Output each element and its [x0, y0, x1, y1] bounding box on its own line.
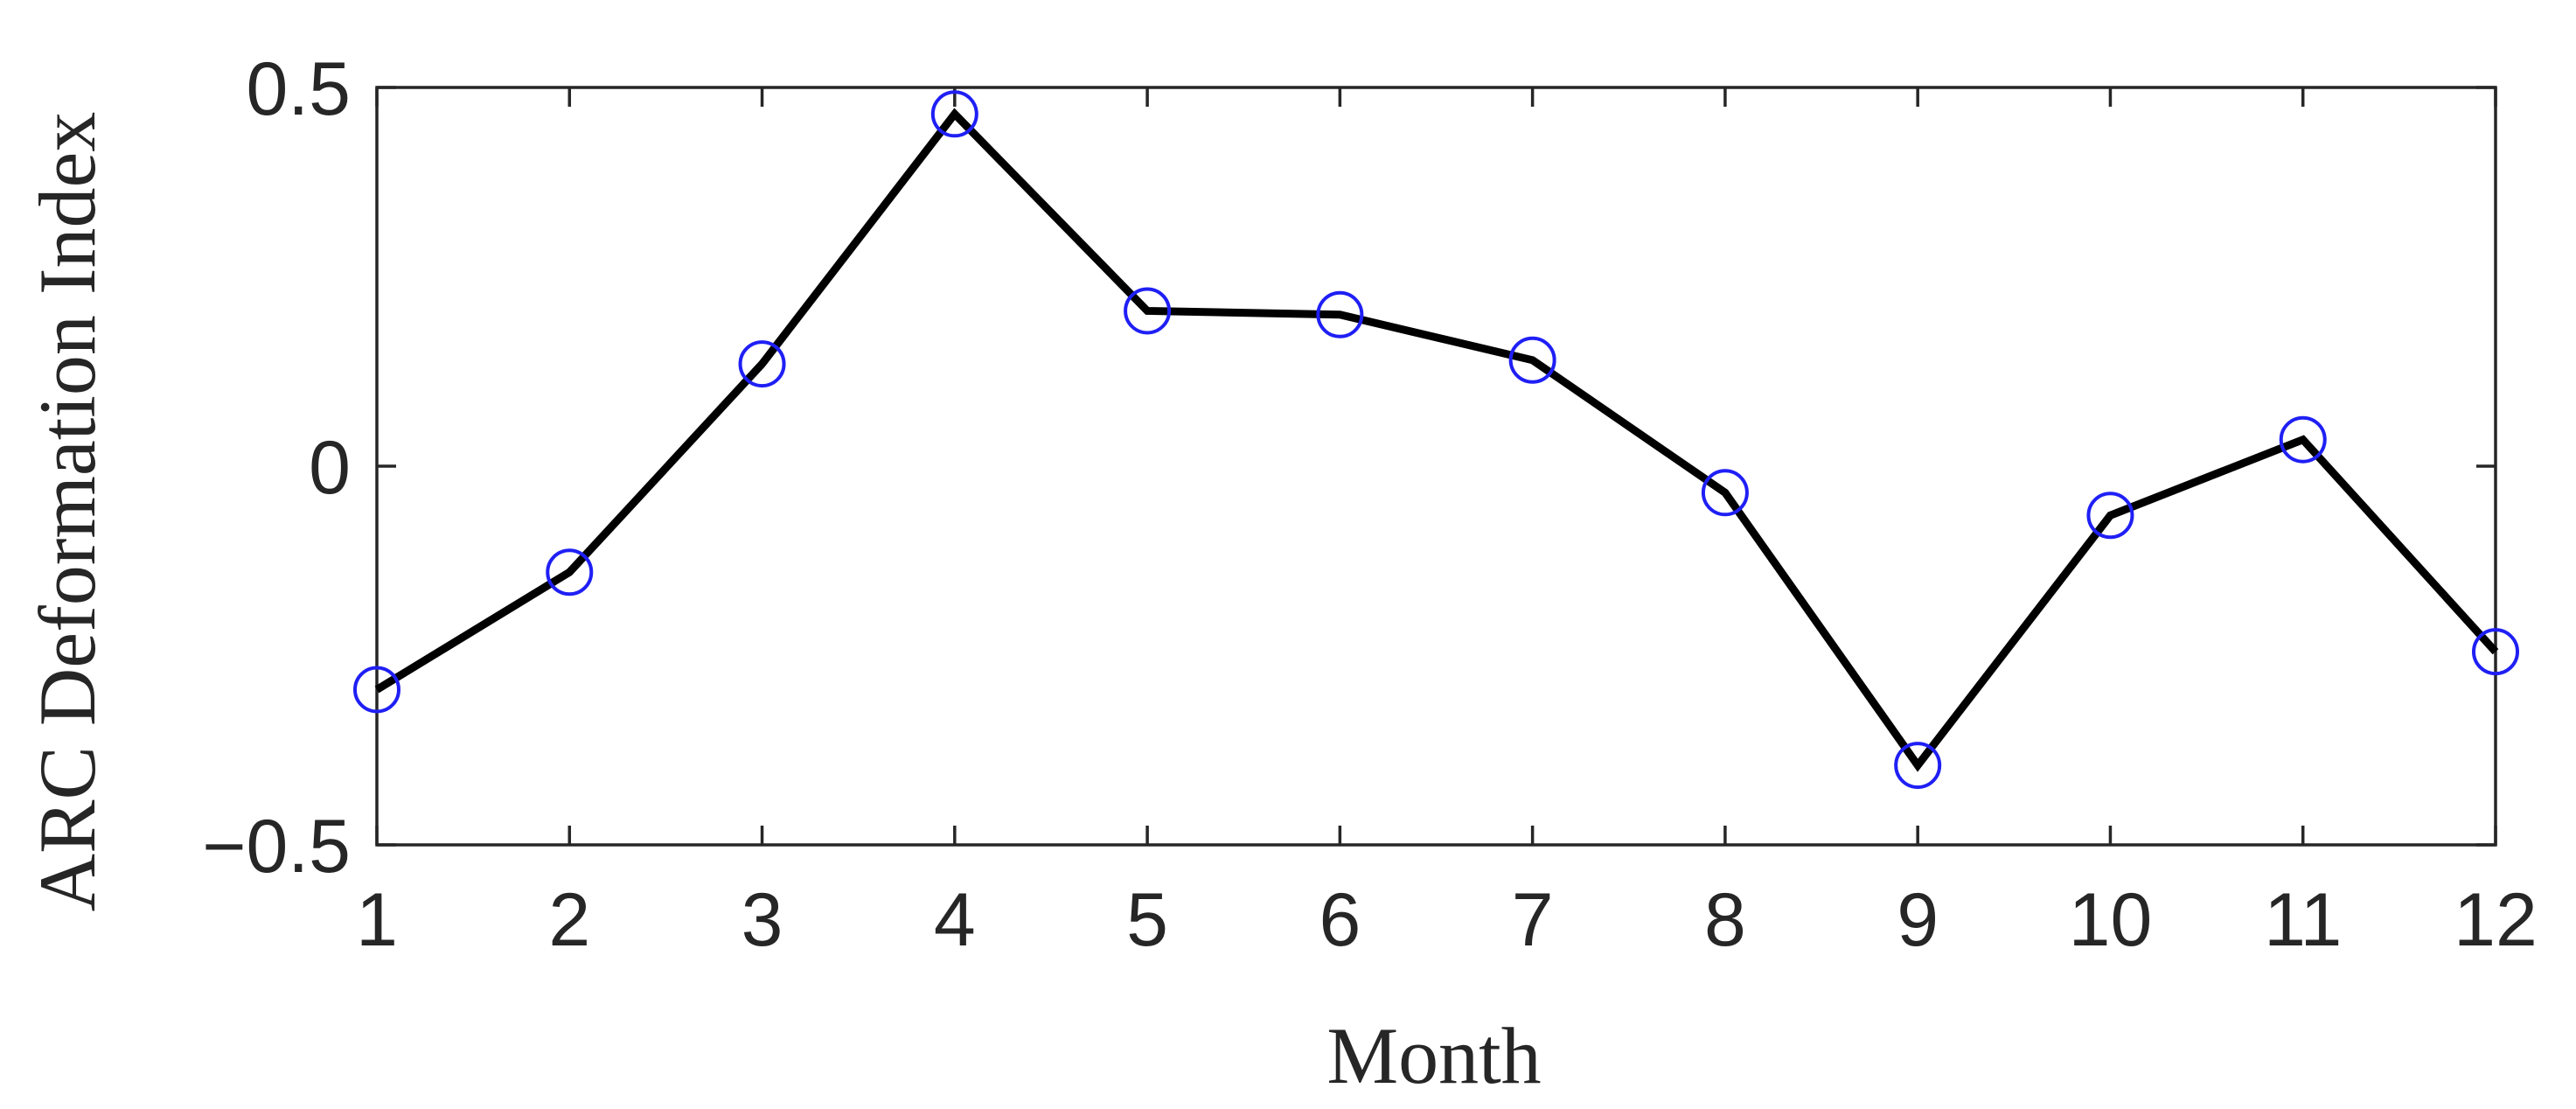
data-point-marker [1124, 287, 1172, 335]
y-axis-title: ARC Deformation Index [23, 112, 112, 912]
data-point-marker [2086, 492, 2134, 540]
x-tick-label: 10 [2069, 878, 2153, 962]
x-tick-label: 11 [2264, 878, 2342, 962]
x-tick-label: 8 [1704, 878, 1746, 962]
y-tick-label: 0 [309, 426, 351, 510]
x-tick-label: 12 [2454, 878, 2538, 962]
data-point-marker [738, 340, 786, 388]
x-tick-label: 9 [1897, 878, 1939, 962]
x-tick-label: 4 [934, 878, 976, 962]
x-axis-title: Month [1326, 1011, 1541, 1100]
y-axis: 0.5 0 −0.5 [202, 47, 2496, 889]
y-tick-label: 0.5 [246, 47, 351, 131]
y-tick-label: −0.5 [202, 805, 351, 889]
data-point-marker [930, 90, 978, 138]
plot-frame [375, 86, 2497, 847]
data-point-marker [2279, 415, 2327, 464]
x-tick-label: 1 [356, 878, 398, 962]
data-point-marker [353, 666, 400, 714]
x-tick-label: 3 [741, 878, 783, 962]
data-point-marker [1316, 290, 1364, 338]
data-point-marker [1701, 469, 1749, 517]
data-point-marker [2472, 628, 2519, 676]
x-tick-label: 7 [1512, 878, 1554, 962]
x-tick-label: 2 [548, 878, 590, 962]
series-line [374, 108, 2499, 772]
data-point-marker [1894, 742, 1942, 790]
x-tick-label: 5 [1126, 878, 1168, 962]
data-point-marker [546, 548, 594, 596]
series-layer [353, 90, 2519, 790]
data-point-marker [1508, 336, 1556, 384]
x-axis: 1 2 3 4 5 6 7 8 9 10 11 12 [356, 87, 2538, 962]
x-tick-label: 6 [1319, 878, 1361, 962]
plot-area [375, 86, 2497, 847]
